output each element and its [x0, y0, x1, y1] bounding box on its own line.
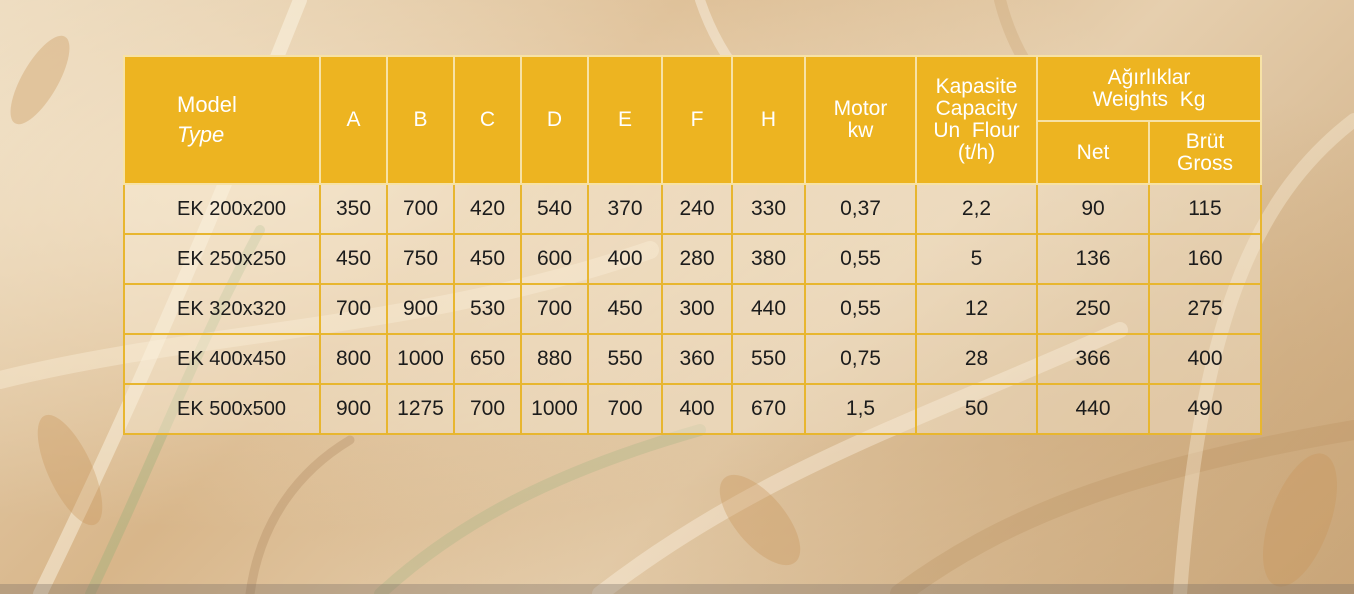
dim-a-cell: 900 — [319, 383, 388, 435]
table-row: EK 250x250 450 750 450 600 400 280 380 0… — [123, 233, 1262, 285]
dim-e-cell: 550 — [587, 333, 663, 385]
header-dim-b: B — [386, 55, 455, 185]
header-dim-e: E — [587, 55, 663, 185]
header-weights-tr: Ağırlıklar — [1107, 65, 1191, 89]
dim-f-cell: 360 — [661, 333, 733, 385]
dim-b-cell: 1275 — [386, 383, 455, 435]
dim-e-cell: 400 — [587, 233, 663, 285]
dim-c-cell: 650 — [453, 333, 522, 385]
header-weights-en: Weights Kg — [1092, 87, 1206, 111]
dim-b-cell: 900 — [386, 283, 455, 335]
dim-d-cell: 700 — [520, 283, 589, 335]
dim-h-cell: 440 — [731, 283, 806, 335]
dim-f-cell: 280 — [661, 233, 733, 285]
gross-weight-cell: 275 — [1148, 283, 1262, 335]
bottom-shade — [0, 584, 1354, 594]
dim-c-cell: 420 — [453, 183, 522, 235]
dim-e-cell: 700 — [587, 383, 663, 435]
dim-b-cell: 1000 — [386, 333, 455, 385]
header-dim-d: D — [520, 55, 589, 185]
gross-weight-cell: 115 — [1148, 183, 1262, 235]
table-row: EK 320x320 700 900 530 700 450 300 440 0… — [123, 283, 1262, 335]
header-dim-c: C — [453, 55, 522, 185]
net-weight-cell: 250 — [1036, 283, 1150, 335]
dim-h-cell: 550 — [731, 333, 806, 385]
capacity-cell: 28 — [915, 333, 1038, 385]
header-capacity-product: Un Flour — [933, 119, 1020, 142]
motor-cell: 0,37 — [804, 183, 917, 235]
header-dim-h: H — [731, 55, 806, 185]
dim-d-cell: 1000 — [520, 383, 589, 435]
net-weight-cell: 440 — [1036, 383, 1150, 435]
model-cell: EK 200x200 — [123, 183, 321, 235]
dim-c-cell: 700 — [453, 383, 522, 435]
header-motor-label: Motor — [833, 97, 888, 120]
table-row: EK 500x500 900 1275 700 1000 700 400 670… — [123, 383, 1262, 435]
gross-weight-cell: 490 — [1148, 383, 1262, 435]
header-gross-tr: Brüt — [1185, 129, 1225, 153]
dim-f-cell: 400 — [661, 383, 733, 435]
dim-c-cell: 450 — [453, 233, 522, 285]
header-weights: Ağırlıklar Weights Kg — [1036, 55, 1262, 122]
header-motor-unit: kw — [847, 119, 874, 142]
header-capacity-en: Capacity — [935, 97, 1018, 120]
dim-h-cell: 330 — [731, 183, 806, 235]
table-row: EK 200x200 350 700 420 540 370 240 330 0… — [123, 183, 1262, 235]
dim-d-cell: 600 — [520, 233, 589, 285]
motor-cell: 0,75 — [804, 333, 917, 385]
motor-cell: 0,55 — [804, 283, 917, 335]
dim-b-cell: 700 — [386, 183, 455, 235]
dim-c-cell: 530 — [453, 283, 522, 335]
capacity-cell: 5 — [915, 233, 1038, 285]
dim-f-cell: 240 — [661, 183, 733, 235]
header-model-tr: Model — [177, 92, 237, 117]
dim-e-cell: 370 — [587, 183, 663, 235]
table-row: EK 400x450 800 1000 650 880 550 360 550 … — [123, 333, 1262, 385]
dim-a-cell: 350 — [319, 183, 388, 235]
header-gross-en: Gross — [1176, 151, 1233, 175]
header-capacity-tr: Kapasite — [935, 75, 1018, 98]
dim-h-cell: 380 — [731, 233, 806, 285]
specifications-table: Model Type A B C D E F H Motor kw Kapasi… — [123, 55, 1262, 435]
model-cell: EK 320x320 — [123, 283, 321, 335]
header-net: Net — [1036, 120, 1150, 185]
net-weight-cell: 366 — [1036, 333, 1150, 385]
dim-d-cell: 540 — [520, 183, 589, 235]
header-capacity: Kapasite Capacity Un Flour (t/h) — [915, 55, 1038, 185]
dim-a-cell: 800 — [319, 333, 388, 385]
motor-cell: 1,5 — [804, 383, 917, 435]
gross-weight-cell: 160 — [1148, 233, 1262, 285]
model-cell: EK 400x450 — [123, 333, 321, 385]
capacity-cell: 12 — [915, 283, 1038, 335]
dim-b-cell: 750 — [386, 233, 455, 285]
motor-cell: 0,55 — [804, 233, 917, 285]
header-model: Model Type — [123, 55, 321, 185]
header-dim-f: F — [661, 55, 733, 185]
dim-f-cell: 300 — [661, 283, 733, 335]
dim-d-cell: 880 — [520, 333, 589, 385]
model-cell: EK 250x250 — [123, 233, 321, 285]
header-gross: Brüt Gross — [1148, 120, 1262, 185]
net-weight-cell: 90 — [1036, 183, 1150, 235]
net-weight-cell: 136 — [1036, 233, 1150, 285]
dim-a-cell: 450 — [319, 233, 388, 285]
dim-a-cell: 700 — [319, 283, 388, 335]
header-model-en: Type — [177, 122, 225, 147]
dim-e-cell: 450 — [587, 283, 663, 335]
capacity-cell: 2,2 — [915, 183, 1038, 235]
header-capacity-unit: (t/h) — [957, 141, 996, 164]
model-cell: EK 500x500 — [123, 383, 321, 435]
gross-weight-cell: 400 — [1148, 333, 1262, 385]
dim-h-cell: 670 — [731, 383, 806, 435]
header-motor: Motor kw — [804, 55, 917, 185]
header-dim-a: A — [319, 55, 388, 185]
capacity-cell: 50 — [915, 383, 1038, 435]
